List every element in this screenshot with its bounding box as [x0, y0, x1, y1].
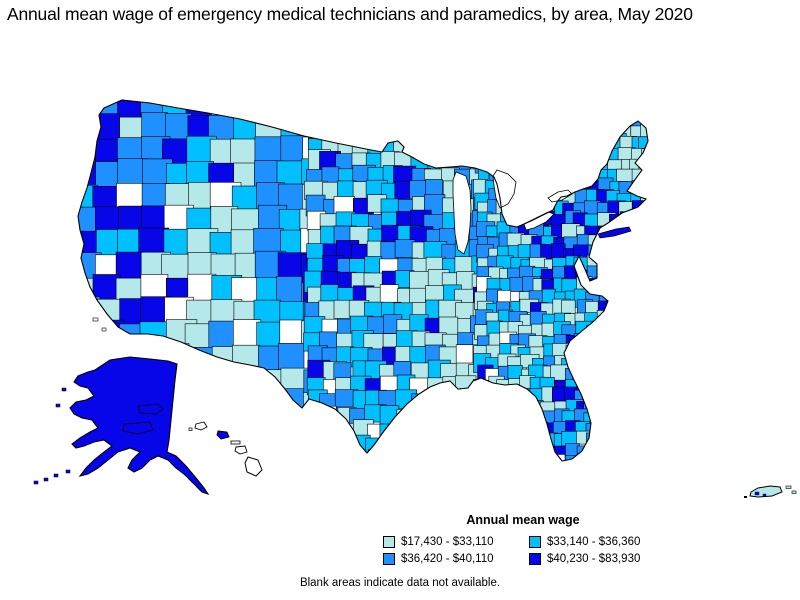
legend-swatch-class4 — [529, 553, 541, 565]
legend-item-class4: $40,230 - $83,930 — [529, 553, 679, 565]
puerto-rico — [744, 485, 797, 498]
long-island — [597, 226, 632, 239]
legend-title: Annual mean wage — [466, 513, 580, 527]
figure-title: Annual mean wage of emergency medical te… — [7, 4, 693, 24]
legend: Annual mean wage $17,430 - $33,110 $33,1… — [383, 513, 683, 565]
legend-label-class1: $17,430 - $33,110 — [401, 536, 494, 548]
legend-grid: $17,430 - $33,110 $33,140 - $36,360 $36,… — [383, 536, 683, 565]
legend-item-class2: $33,140 - $36,360 — [529, 536, 679, 548]
legend-item-class3: $36,420 - $40,110 — [383, 553, 529, 565]
legend-label-class4: $40,230 - $83,930 — [547, 553, 641, 565]
legend-swatch-class1 — [383, 536, 395, 548]
footnote: Blank areas indicate data not available. — [299, 577, 501, 589]
mainland-outline — [77, 99, 649, 462]
legend-label-class2: $33,140 - $36,360 — [547, 536, 641, 548]
legend-swatch-class2 — [529, 536, 541, 548]
hawaii — [188, 421, 263, 477]
legend-label-class3: $36,420 - $40,110 — [401, 553, 494, 565]
legend-swatch-class3 — [383, 553, 395, 565]
alaska — [69, 356, 210, 496]
legend-item-class1: $17,430 - $33,110 — [383, 536, 529, 548]
